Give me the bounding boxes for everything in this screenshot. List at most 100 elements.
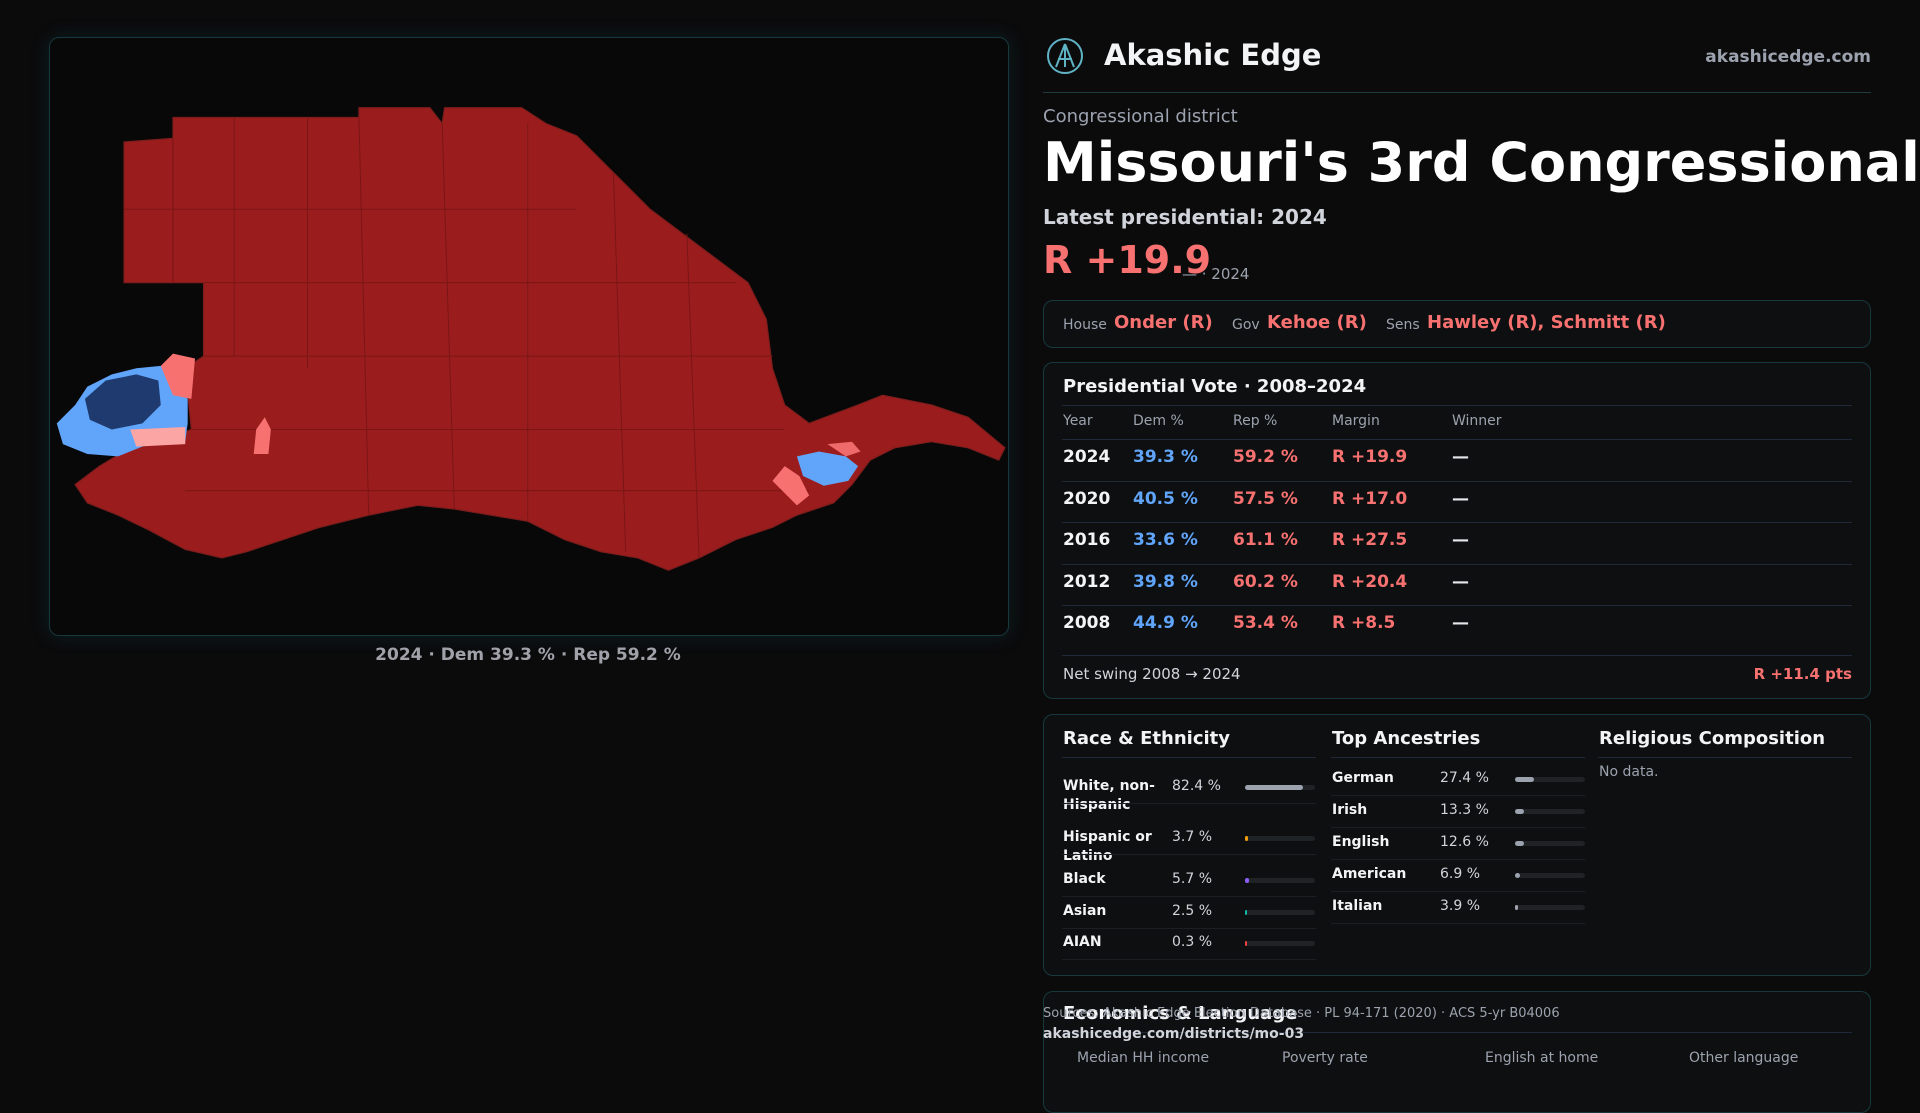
column-header: Dem %: [1133, 413, 1184, 429]
bar-track: [1245, 878, 1315, 883]
official-name: Hawley (R), Schmitt (R): [1427, 312, 1666, 333]
divider: [1062, 854, 1316, 855]
table-cell: —: [1452, 571, 1469, 592]
divider: [1331, 757, 1585, 758]
district-map: [56, 107, 1006, 571]
official-role: Gov: [1232, 317, 1260, 333]
table-cell: 60.2 %: [1233, 571, 1298, 592]
table-cell: 57.5 %: [1233, 488, 1298, 509]
map-rep-light: [827, 441, 861, 457]
latest-margin: R +19.9: [1043, 238, 1212, 282]
table-cell: 44.9 %: [1133, 613, 1198, 634]
table-cell: R +17.0: [1332, 488, 1408, 509]
bar: [1515, 841, 1524, 846]
section-title: Presidential Vote · 2008–2024: [1063, 376, 1367, 397]
row-value: 27.4 %: [1440, 770, 1489, 786]
row-value: 82.4 %: [1172, 778, 1221, 794]
district-title: Missouri's 3rd Congressional District: [1043, 131, 1920, 194]
map-dem-core: [84, 374, 161, 430]
section-title: Religious Composition: [1599, 728, 1826, 749]
bar-track: [1245, 941, 1315, 946]
table-cell: 61.1 %: [1233, 530, 1298, 551]
page: Akashic Edge {"header": {"brand": "Akash…: [49, 37, 1920, 1113]
map-dem-area: [796, 451, 859, 486]
map-rep-light: [253, 417, 271, 454]
bar-track: [1515, 809, 1585, 814]
section-title: Economics & Language: [1063, 1003, 1298, 1024]
row-value: 3.9 %: [1440, 898, 1481, 914]
bar: [1245, 941, 1247, 946]
table-cell: 2024: [1063, 447, 1111, 467]
table-cell: —: [1452, 488, 1469, 509]
row-label: Irish: [1332, 802, 1368, 818]
header-divider: [1043, 92, 1871, 93]
latest-label: Latest presidential: 2024: [1043, 205, 1327, 229]
official-name: Onder (R): [1114, 312, 1213, 333]
row-value: 12.6 %: [1440, 834, 1489, 850]
site-link[interactable]: akashicedge.com: [1705, 47, 1871, 67]
bar: [1515, 809, 1525, 814]
bar-track: [1515, 841, 1585, 846]
column-header: Year: [1063, 413, 1093, 429]
religion-note: No data.: [1599, 764, 1659, 780]
row-label: German: [1332, 770, 1394, 786]
row-label: Black: [1063, 871, 1106, 887]
divider: [1331, 827, 1585, 828]
official-role: Sens: [1386, 317, 1420, 333]
official-name: Kehoe (R): [1267, 312, 1367, 333]
table-cell: 39.3 %: [1133, 447, 1198, 467]
stat-label: Median HH income: [1077, 1050, 1210, 1066]
divider: [1062, 896, 1316, 897]
row-value: 6.9 %: [1440, 866, 1481, 882]
row-label: White, non-Hispanic: [1063, 778, 1155, 813]
stat-label: English at home: [1485, 1050, 1599, 1066]
divider: [1062, 757, 1316, 758]
presidential-box: [1043, 362, 1871, 699]
bar-track: [1515, 873, 1585, 878]
bar: [1245, 910, 1247, 915]
bar: [1515, 873, 1520, 878]
map-rep-light: [772, 466, 810, 506]
brand-name: Akashic Edge: [1104, 38, 1322, 72]
table-cell: 2008: [1063, 613, 1111, 634]
county-lines: [124, 117, 810, 558]
row-label: American: [1332, 866, 1407, 882]
table-cell: —: [1452, 447, 1469, 467]
margin-note: — · 2024: [1182, 265, 1250, 283]
divider: [1062, 439, 1852, 440]
bar: [1245, 785, 1303, 790]
footer-url[interactable]: akashicedge.com/districts/mo-03: [1043, 1026, 1305, 1042]
table-cell: 53.4 %: [1233, 613, 1298, 634]
row-label: Italian: [1332, 898, 1383, 914]
official-role: House: [1063, 317, 1107, 333]
table-cell: 2020: [1063, 488, 1111, 509]
map-caption: 2024 · Dem 39.3 % · Rep 59.2 %: [375, 645, 681, 665]
table-cell: R +20.4: [1332, 571, 1408, 592]
brand-logo: [1047, 38, 1083, 74]
divider: [1062, 563, 1852, 565]
row-value: 0.3 %: [1172, 934, 1213, 950]
table-cell: 2016: [1063, 530, 1111, 551]
table-cell: 40.5 %: [1133, 488, 1198, 509]
bar-track: [1515, 777, 1585, 782]
divider: [1598, 757, 1852, 758]
map-district: [74, 107, 1006, 571]
bar: [1245, 836, 1248, 841]
swing-value: R +11.4 pts: [1753, 665, 1852, 683]
divider: [1062, 655, 1852, 656]
table-cell: —: [1452, 530, 1469, 551]
row-value: 5.7 %: [1172, 871, 1213, 887]
row-label: English: [1332, 834, 1390, 850]
sources: Sources: Akashic Edge Election Database …: [1043, 1006, 1560, 1021]
table-cell: 2012: [1063, 571, 1111, 592]
table-cell: R +19.9: [1332, 447, 1408, 467]
map-rep-pale: [130, 427, 186, 447]
table-cell: 39.8 %: [1133, 571, 1198, 592]
section-title: Race & Ethnicity: [1063, 728, 1230, 749]
table-cell: —: [1452, 613, 1469, 634]
row-label: AIAN: [1063, 934, 1102, 950]
table-cell: R +27.5: [1332, 530, 1408, 551]
section-title: Top Ancestries: [1332, 728, 1481, 749]
row-label: Hispanic or Latino: [1063, 829, 1152, 864]
divider: [1062, 928, 1316, 929]
